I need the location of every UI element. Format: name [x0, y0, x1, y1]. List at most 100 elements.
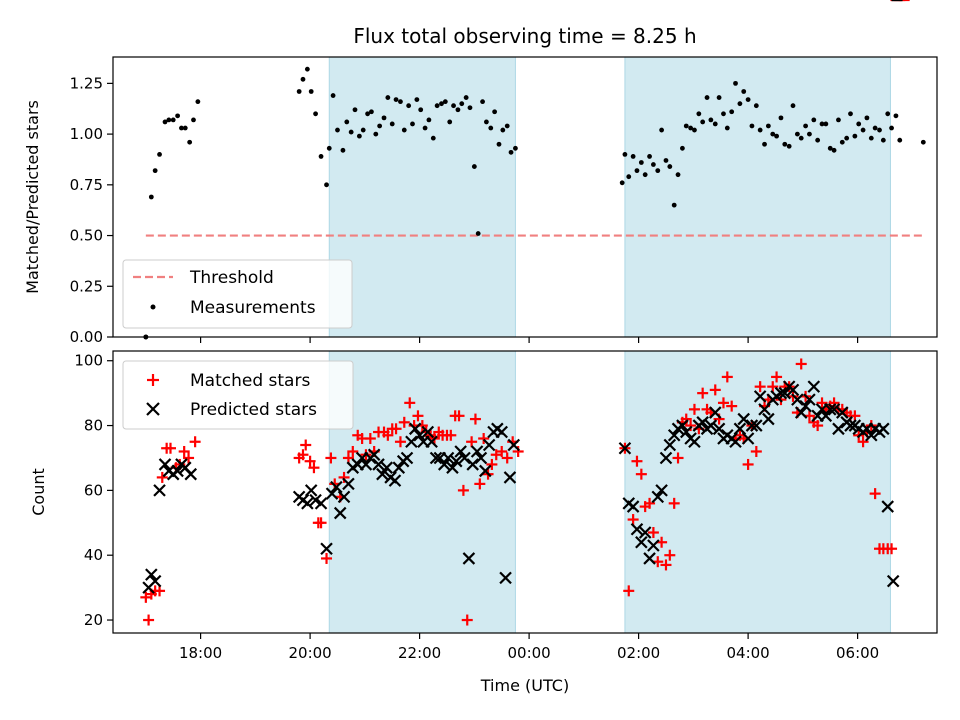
matched-star-point: [394, 436, 406, 448]
matched-star-point: [469, 413, 481, 425]
matched-star-point: [364, 433, 376, 445]
measurement-point: [352, 107, 358, 113]
measurement-point: [712, 121, 718, 127]
predicted-star-point: [836, 406, 849, 419]
predicted-star-point: [877, 422, 890, 436]
matched-star-point: [795, 358, 807, 370]
measurement-point: [508, 149, 514, 155]
predicted-star-point: [503, 471, 517, 484]
matched-star-point: [635, 468, 647, 480]
measurement-point: [778, 115, 784, 121]
predicted-star-point: [466, 458, 479, 471]
measurement-point: [488, 125, 494, 131]
predicted-star-mark-b: [507, 438, 521, 452]
measurement-point: [733, 80, 738, 86]
measurement-point: [868, 135, 874, 141]
measurement-point: [513, 145, 518, 151]
predicted-star-mark-b: [178, 461, 192, 474]
predicted-star-mark-b: [441, 451, 455, 465]
predicted-star-point: [388, 474, 402, 487]
predicted-star-point: [827, 403, 841, 416]
measurement-point: [619, 180, 625, 186]
measurement-point: [753, 103, 759, 109]
matched-star-point: [672, 452, 684, 464]
matched-star-point: [697, 387, 709, 399]
predicted-star-point: [441, 451, 455, 465]
measurement-point: [860, 127, 866, 133]
predicted-star-point: [696, 416, 709, 429]
predicted-star-mark-b: [881, 500, 895, 513]
predicted-star-mark-b: [495, 425, 509, 439]
predicted-star-point: [330, 480, 343, 494]
measurement-point: [451, 103, 456, 109]
predicted-star-point: [479, 464, 492, 478]
measurement-point: [700, 119, 706, 125]
predicted-star-mark-b: [413, 428, 426, 442]
measurement-point: [630, 154, 636, 159]
measurement-point: [827, 145, 833, 151]
measurement-point: [398, 99, 403, 105]
measurement-point: [170, 117, 176, 123]
predicted-star-mark-b: [799, 399, 812, 413]
measurement-point: [385, 95, 391, 100]
measurement-point: [175, 113, 181, 119]
measurement-point: [920, 139, 926, 145]
measurements-legend-label: Measurements: [190, 298, 316, 318]
measurement-point: [500, 127, 506, 133]
matched-star-point: [754, 381, 766, 393]
measurement-point: [877, 127, 882, 133]
matched-star-point: [156, 471, 168, 483]
x-tick-label: 04:00: [726, 644, 769, 662]
matched-star-point: [308, 462, 320, 474]
measurement-point: [893, 113, 899, 119]
measurement-point: [737, 101, 743, 107]
measurement-point: [318, 154, 324, 159]
measurement-point: [836, 117, 841, 123]
measurement-point: [324, 182, 329, 188]
measurement-point: [897, 137, 903, 143]
bottom-y-tick-label: 40: [84, 546, 103, 564]
measurement-point: [708, 117, 714, 123]
measurement-point: [162, 119, 168, 125]
measurement-point: [885, 111, 891, 117]
predicted-star-point: [762, 412, 775, 426]
measurement-point: [704, 95, 710, 100]
bottom-legend: Matched stars Predicted stars: [122, 360, 354, 430]
predicted-star-point: [655, 484, 668, 497]
predicted-star-point: [635, 535, 648, 549]
measurement-point: [373, 131, 379, 137]
predicted-star-mark-b: [786, 383, 800, 397]
predicted-star-point: [380, 461, 394, 474]
predicted-star-mark-b: [408, 422, 422, 436]
predicted-star-point: [145, 568, 158, 581]
matched-star-point: [869, 488, 881, 500]
predicted-star-point: [337, 490, 351, 504]
chart-title: Flux total observing time = 8.25 h: [353, 24, 696, 48]
measurement-point: [671, 202, 677, 208]
measurement-point: [377, 123, 383, 129]
predicted-star-point: [886, 574, 900, 588]
predicted-star-point: [786, 383, 800, 397]
matched-star-point: [461, 614, 473, 626]
measurement-point: [418, 107, 424, 113]
measurement-point: [634, 168, 640, 174]
measurement-point: [823, 121, 829, 127]
predicted-star-mark-b: [626, 500, 640, 513]
x-tick-label: 20:00: [288, 644, 331, 662]
measurement-point: [642, 172, 648, 178]
matched-star-point: [857, 436, 869, 448]
matched-star-point: [297, 449, 309, 461]
predicted-star-mark-b: [337, 490, 351, 504]
measurement-point: [344, 119, 350, 125]
measurement-point: [889, 125, 894, 131]
measurement-point: [741, 89, 747, 94]
matched-star-point: [812, 420, 824, 432]
measurement-point: [304, 66, 310, 72]
predicted-star-point: [643, 552, 656, 565]
predicted-star-mark-b: [729, 435, 742, 449]
predicted-star-mark-b: [827, 403, 841, 416]
predicted-star-point: [745, 419, 759, 432]
measurement-point: [335, 127, 340, 133]
x-tick-label: 02:00: [617, 644, 660, 662]
predicted-star-point: [470, 445, 484, 458]
